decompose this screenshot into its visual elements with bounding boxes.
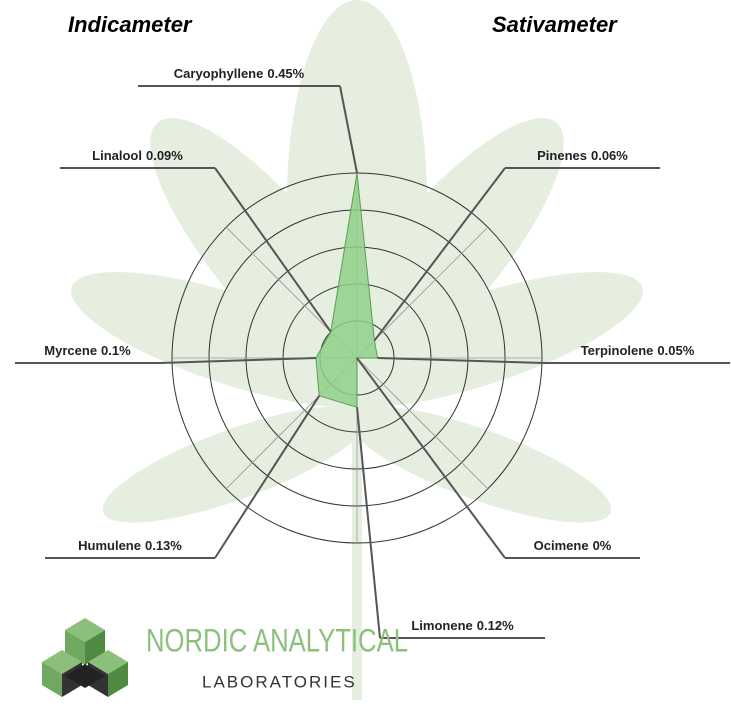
value-label: 0.06% <box>591 148 628 163</box>
logo: NORDIC ANALYTICAL LABORATORIES <box>42 618 408 697</box>
category-name: Pinenes <box>537 148 587 163</box>
category-name: Ocimene <box>534 538 589 553</box>
terpene-label: Ocimene 0% <box>534 538 612 553</box>
category-name: Limonene <box>411 618 472 633</box>
terpene-label: Pinenes 0.06% <box>537 148 628 163</box>
value-label: 0.45% <box>267 66 304 81</box>
category-name: Caryophyllene <box>174 66 264 81</box>
value-label: 0.09% <box>146 148 183 163</box>
value-label: 0.05% <box>657 343 694 358</box>
category-name: Myrcene <box>44 343 97 358</box>
left-title: Indicameter <box>68 12 193 37</box>
terpene-label: Linalool 0.09% <box>92 148 183 163</box>
terpene-label: Limonene 0.12% <box>411 618 514 633</box>
value-label: 0.13% <box>145 538 182 553</box>
value-label: 0% <box>593 538 612 553</box>
logo-subtitle: LABORATORIES <box>202 672 357 691</box>
value-label: 0.12% <box>477 618 514 633</box>
category-name: Terpinolene <box>581 343 654 358</box>
terpene-label: Myrcene 0.1% <box>44 343 131 358</box>
category-name: Linalool <box>92 148 142 163</box>
value-label: 0.1% <box>101 343 131 358</box>
right-title: Sativameter <box>492 12 618 37</box>
terpene-label: Humulene 0.13% <box>78 538 182 553</box>
chart: Indicameter Sativameter Caryophyllene0.4… <box>0 0 731 708</box>
logo-name: NORDIC ANALYTICAL <box>146 622 408 658</box>
category-name: Humulene <box>78 538 141 553</box>
